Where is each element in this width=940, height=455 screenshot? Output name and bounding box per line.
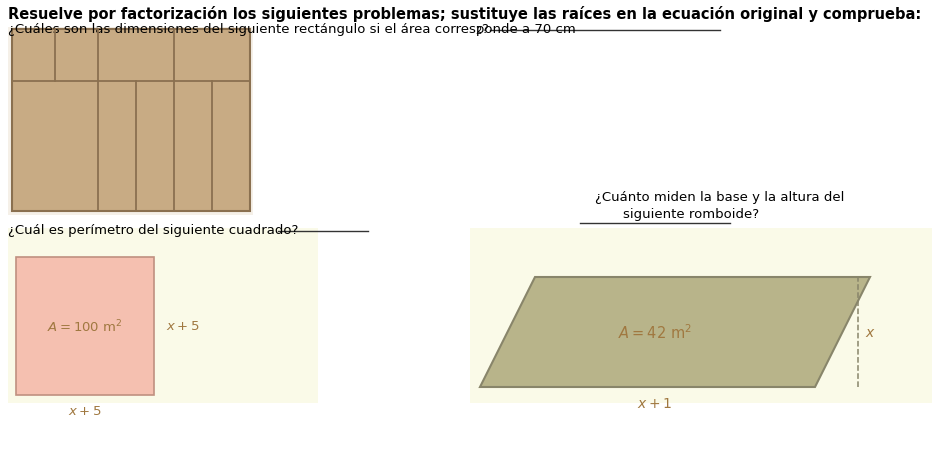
Text: ¿Cuál es perímetro del siguiente cuadrado?: ¿Cuál es perímetro del siguiente cuadrad… bbox=[8, 223, 298, 237]
Bar bbox=[12, 30, 250, 212]
Bar bbox=[8, 228, 318, 403]
Text: $x + 5$: $x + 5$ bbox=[166, 320, 200, 333]
Text: Resuelve por factorización los siguientes problemas; sustituye las raíces en la : Resuelve por factorización los siguiente… bbox=[8, 6, 921, 22]
Polygon shape bbox=[480, 278, 870, 387]
Bar bbox=[8, 28, 253, 216]
Text: $A = 42\ \mathrm{m}^2$: $A = 42\ \mathrm{m}^2$ bbox=[619, 323, 692, 342]
Text: $x + 5$: $x + 5$ bbox=[68, 404, 102, 418]
Text: $x + 1$: $x + 1$ bbox=[637, 396, 673, 410]
Text: $x$: $x$ bbox=[865, 325, 876, 339]
Text: $A = 100\ \mathrm{m}^2$: $A = 100\ \mathrm{m}^2$ bbox=[47, 318, 123, 334]
Text: siguiente romboide?: siguiente romboide? bbox=[623, 207, 760, 221]
Text: 2: 2 bbox=[475, 26, 481, 36]
Text: ¿Cuánto miden la base y la altura del: ¿Cuánto miden la base y la altura del bbox=[595, 191, 844, 203]
Bar bbox=[470, 228, 932, 403]
Bar bbox=[16, 258, 154, 395]
Text: ?: ? bbox=[481, 23, 488, 36]
Text: ¿Cuáles son las dimensiones del siguiente rectángulo si el área corresponde a 70: ¿Cuáles son las dimensiones del siguient… bbox=[8, 23, 575, 36]
